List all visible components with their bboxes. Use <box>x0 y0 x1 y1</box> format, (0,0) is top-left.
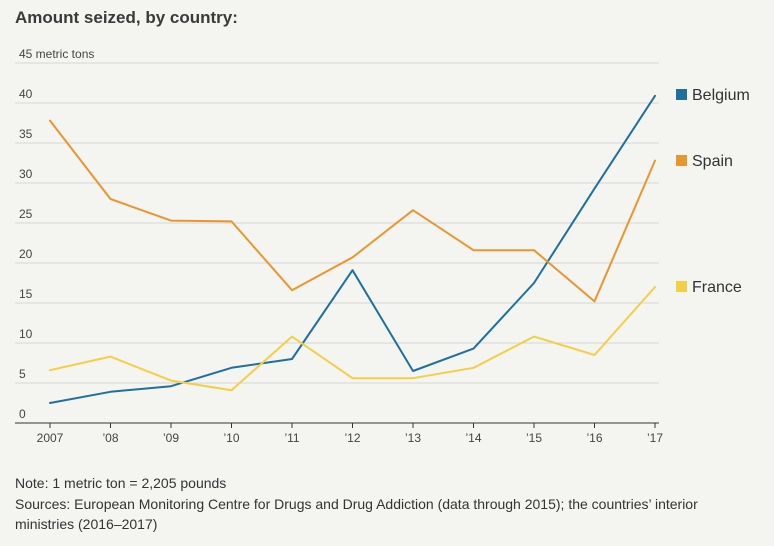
series-lines <box>49 94 656 404</box>
series-line-spain <box>49 119 656 303</box>
x-tick-label: ’14 <box>465 431 481 445</box>
legend-label-france: France <box>692 279 742 296</box>
chart-note: Note: 1 metric ton = 2,205 pounds <box>15 475 227 491</box>
series-line-france <box>49 286 656 392</box>
x-tick-label: ’09 <box>163 431 179 445</box>
x-tick-label: ’11 <box>284 431 299 445</box>
y-tick-label: 30 <box>19 167 33 181</box>
y-tick-label: 10 <box>19 327 33 341</box>
x-tick-label: ’08 <box>102 431 118 445</box>
y-tick-label: 35 <box>19 127 33 141</box>
x-tick-label: ’10 <box>223 431 239 445</box>
chart-title: Amount seized, by country: <box>15 8 238 27</box>
y-axis: 0 5 10 15 20 25 30 35 40 45 metric tons <box>19 47 94 421</box>
legend-swatch-france <box>676 281 687 292</box>
series-line-belgium <box>49 94 656 404</box>
gridlines <box>15 62 659 384</box>
y-tick-label: 20 <box>19 247 33 261</box>
y-tick-label: 45 metric tons <box>19 47 94 61</box>
line-chart: 0 5 10 15 20 25 30 35 40 45 metric tons 2007 ’08 ’0… <box>15 47 750 445</box>
legend-label-spain: Spain <box>692 153 733 170</box>
x-tick-label: ’13 <box>405 431 421 445</box>
legend-label-belgium: Belgium <box>692 87 750 104</box>
legend-swatch-belgium <box>676 89 687 100</box>
chart-sources: Sources: European Monitoring Centre for … <box>15 496 698 532</box>
x-tick-label: ’12 <box>344 431 360 445</box>
x-tick-label: 2007 <box>37 431 64 445</box>
y-tick-label: 0 <box>19 407 26 421</box>
y-tick-label: 5 <box>19 367 26 381</box>
y-tick-label: 15 <box>19 287 33 301</box>
x-tick-label: ’16 <box>586 431 602 445</box>
y-tick-label: 40 <box>19 87 33 101</box>
x-tick-label: ’15 <box>526 431 542 445</box>
y-tick-label: 25 <box>19 207 33 221</box>
x-axis: 2007 ’08 ’09 ’10 ’11 ’12 ’13 ’14 ’15 ’16 ’17 <box>15 422 663 445</box>
legend-swatch-spain <box>676 155 687 166</box>
x-tick-label: ’17 <box>647 431 663 445</box>
legend: Belgium Spain France <box>676 87 750 296</box>
